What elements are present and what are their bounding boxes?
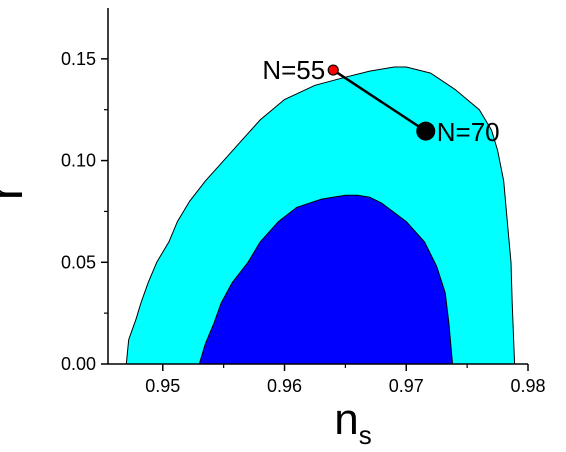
prediction-line	[332, 69, 427, 133]
y-tick-label: 0.15	[61, 49, 96, 69]
y-tick-label: 0.10	[61, 151, 96, 171]
x-tick-label: 0.98	[510, 376, 545, 396]
inner-region	[198, 194, 454, 365]
point-n55	[327, 64, 339, 76]
label-n70: N=70	[437, 117, 500, 147]
regions-layer	[125, 66, 516, 365]
y-axis-label: r	[0, 184, 33, 201]
label-n55: N=55	[262, 55, 325, 85]
y-tick-label: 0.05	[61, 252, 96, 272]
x-tick-label: 0.95	[145, 376, 180, 396]
point-n70	[416, 121, 436, 141]
x-axis-label-subscript: s	[359, 420, 372, 447]
axes-layer	[107, 8, 528, 365]
y-tick-label: 0.00	[61, 354, 96, 374]
prediction-layer: N=55 N=70	[262, 55, 499, 147]
x-axis-label: ns	[334, 395, 371, 447]
x-tick-label: 0.96	[267, 376, 302, 396]
ticks-layer: 0.95 0.96 0.97 0.98 0.00 0.05 0.10 0.15	[61, 49, 546, 396]
x-tick-label: 0.97	[389, 376, 424, 396]
x-axis-label-main: n	[334, 395, 358, 444]
